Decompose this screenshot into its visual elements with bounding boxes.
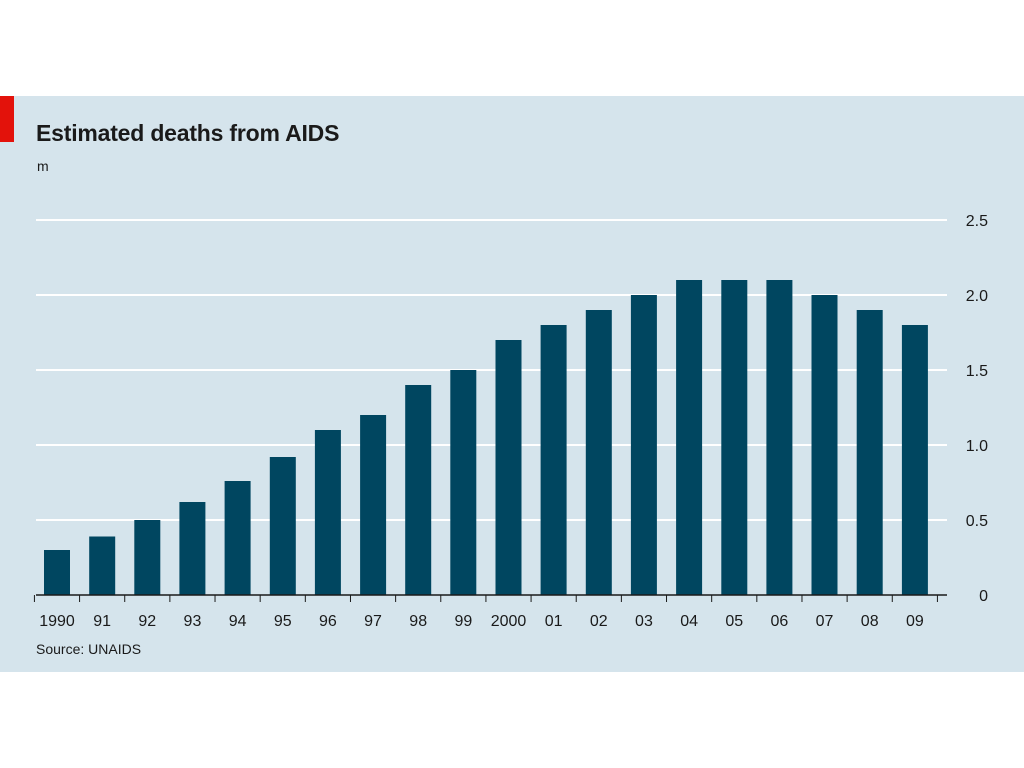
bar-02 bbox=[585, 310, 612, 595]
bar-95 bbox=[269, 457, 296, 595]
chart-panel: Estimated deaths from AIDS m 0 0.5 1.0 1.5 2… bbox=[0, 96, 1024, 672]
bar-1990 bbox=[44, 550, 70, 595]
x-tick-label: 01 bbox=[545, 613, 563, 630]
bar-09 bbox=[901, 325, 928, 595]
x-tick-label: 94 bbox=[229, 613, 247, 630]
bar-93 bbox=[179, 502, 206, 595]
y-axis-tick-labels: 0 0.5 1.0 1.5 2.0 2.5 bbox=[966, 213, 988, 605]
x-tick-label: 07 bbox=[816, 613, 834, 630]
x-tick-label: 08 bbox=[861, 613, 879, 630]
bar-99 bbox=[450, 370, 477, 595]
bar-03 bbox=[630, 295, 657, 595]
bar-08 bbox=[856, 310, 883, 595]
bar-04 bbox=[676, 280, 703, 595]
x-axis-tick-labels: 1990 91 92 93 94 95 96 97 98 99 2000 01 02 03 04 05 06 07… bbox=[39, 613, 924, 630]
source-note: Source: UNAIDS bbox=[36, 641, 142, 657]
y-tick-label: 0.5 bbox=[966, 513, 988, 530]
x-tick-label: 97 bbox=[364, 613, 382, 630]
x-tick-label: 06 bbox=[771, 613, 789, 630]
bars bbox=[44, 280, 928, 595]
bar-97 bbox=[360, 415, 387, 595]
y-tick-label: 1.5 bbox=[966, 363, 988, 380]
bar-chart: 0 0.5 1.0 1.5 2.0 2.5 1990 91 92 93 94 95 96 97 98 99 2… bbox=[33, 213, 988, 630]
y-tick-label: 2.0 bbox=[966, 288, 988, 305]
x-tick-label: 02 bbox=[590, 613, 608, 630]
x-tick-label: 99 bbox=[454, 613, 472, 630]
x-tick-label: 98 bbox=[409, 613, 427, 630]
bar-06 bbox=[766, 280, 793, 595]
gridlines bbox=[36, 219, 947, 521]
x-tick-label: 05 bbox=[725, 613, 743, 630]
bar-94 bbox=[224, 481, 251, 595]
x-tick-label: 91 bbox=[93, 613, 111, 630]
y-tick-label: 0 bbox=[979, 588, 988, 605]
brand-accent-bar bbox=[0, 96, 14, 142]
x-tick-label: 95 bbox=[274, 613, 292, 630]
bar-96 bbox=[314, 430, 341, 595]
x-tick-label: 04 bbox=[680, 613, 698, 630]
bar-05 bbox=[721, 280, 748, 595]
chart-title: Estimated deaths from AIDS bbox=[36, 120, 340, 146]
bar-2000 bbox=[495, 340, 522, 595]
bar-07 bbox=[811, 295, 838, 595]
x-tick-label: 92 bbox=[138, 613, 156, 630]
bar-98 bbox=[405, 385, 432, 595]
bar-91 bbox=[89, 536, 116, 595]
y-tick-label: 2.5 bbox=[966, 213, 988, 230]
x-tick-label: 03 bbox=[635, 613, 653, 630]
y-axis-unit-label: m bbox=[37, 158, 49, 174]
y-tick-label: 1.0 bbox=[966, 438, 988, 455]
x-tick-label: 1990 bbox=[39, 613, 75, 630]
x-axis bbox=[33, 594, 947, 602]
bar-01 bbox=[540, 325, 567, 595]
x-tick-label: 93 bbox=[184, 613, 202, 630]
x-tick-label: 09 bbox=[906, 613, 924, 630]
bar-92 bbox=[134, 520, 161, 595]
x-tick-label: 96 bbox=[319, 613, 337, 630]
x-tick-label: 2000 bbox=[491, 613, 527, 630]
